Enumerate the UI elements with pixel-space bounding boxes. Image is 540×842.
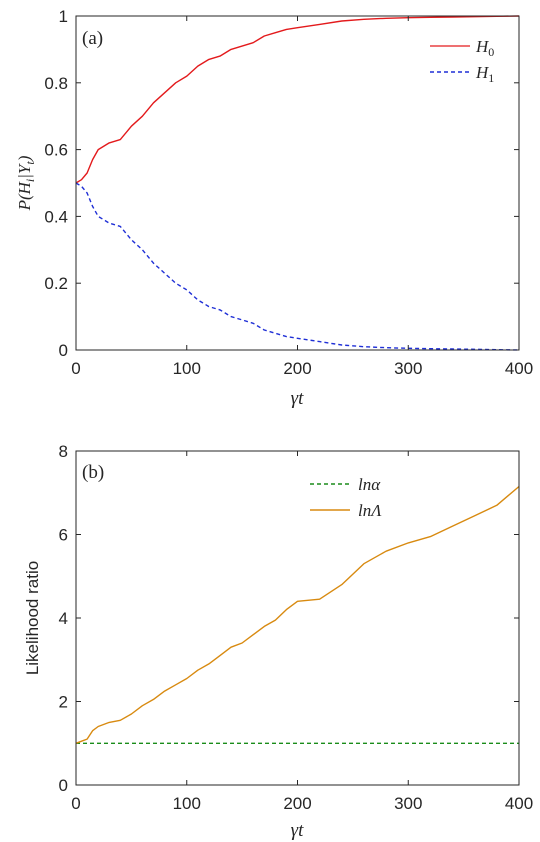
x-axis-label-a: γt [291, 388, 304, 409]
ticks-a: 0 100 200 300 400 0 0.2 0.4 0.6 0.8 1 [44, 7, 533, 378]
x-axis-label-b: γt [291, 820, 304, 841]
y-tick-label-a: 0.2 [44, 274, 68, 293]
y-tick-label-a: 1 [59, 7, 68, 26]
series-line-b-1 [75, 485, 520, 744]
y-tick-label-a: 0.6 [44, 141, 68, 160]
x-tick-label-a: 0 [71, 359, 80, 378]
y-tick-label-a: 0 [59, 341, 68, 360]
x-tick-label-b: 300 [394, 794, 422, 813]
legend-label-ln-alpha: lnα [358, 475, 381, 494]
x-tick-label-a: 100 [173, 359, 201, 378]
x-tick-label-a: 300 [394, 359, 422, 378]
legend-label-ln-lambda: lnΛ [358, 501, 382, 520]
x-tick-label-a: 400 [505, 359, 533, 378]
panel-label-a: (a) [82, 28, 103, 49]
y-axis-label-a: P(Hi|Yt) [15, 155, 37, 211]
legend-b: lnα lnΛ [310, 475, 382, 520]
series-line-a-0 [75, 15, 520, 184]
x-tick-label-b: 100 [173, 794, 201, 813]
y-tick-label-a: 0.4 [44, 207, 68, 226]
y-axis-label-b: Likelihood ratio [23, 561, 42, 675]
panel-b: 0 100 200 300 400 0 2 4 6 8 (b) lnα lnΛ γt Likeli… [23, 442, 533, 841]
series-group-a [75, 15, 520, 351]
y-tick-label-b: 2 [59, 693, 68, 712]
x-tick-label-b: 0 [71, 794, 80, 813]
plot-area-b [76, 451, 519, 785]
y-tick-label-b: 6 [59, 526, 68, 545]
y-tick-label-b: 0 [59, 776, 68, 795]
ticks-b: 0 100 200 300 400 0 2 4 6 8 [59, 442, 534, 813]
panel-label-b: (b) [82, 462, 104, 483]
x-tick-label-a: 200 [283, 359, 311, 378]
plot-area-a [76, 16, 519, 350]
y-tick-label-a: 0.8 [44, 74, 68, 93]
y-tick-label-b: 8 [59, 442, 68, 461]
x-tick-label-b: 200 [283, 794, 311, 813]
y-tick-label-b: 4 [59, 609, 68, 628]
series-group-b [75, 485, 520, 744]
series-line-a-1 [75, 182, 520, 351]
x-tick-label-b: 400 [505, 794, 533, 813]
